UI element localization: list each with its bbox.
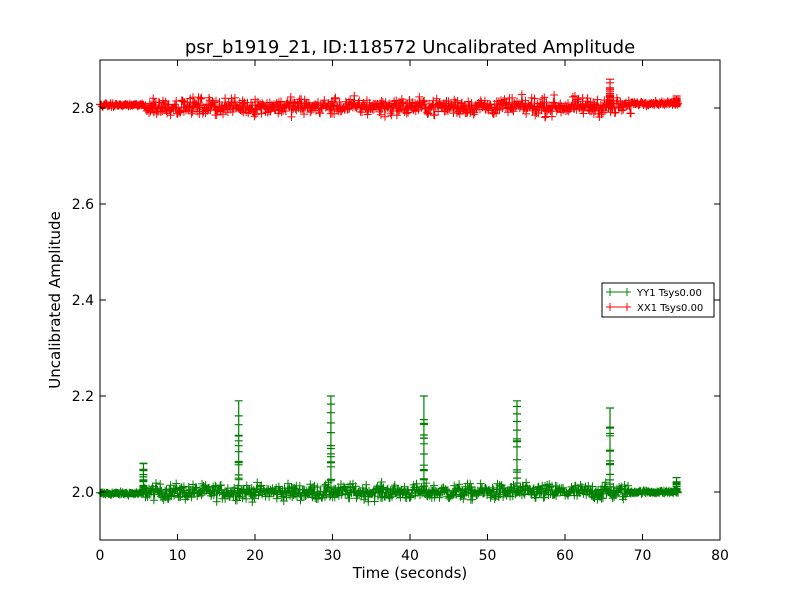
plot-frame <box>99 59 721 541</box>
x-tick-label: 20 <box>246 548 264 564</box>
data-layer <box>96 78 683 507</box>
spike-mark <box>672 477 681 493</box>
y-axis-label: Uncalibrated Amplitude <box>46 211 64 388</box>
legend-marker <box>606 288 631 296</box>
spike-mark <box>606 78 614 108</box>
tick-layer: 0 10 20 30 40 50 60 70 80 2.0 2.2 2.4 2.6 2.8 <box>72 60 729 564</box>
y-tick-label: 2.6 <box>72 197 94 213</box>
legend-label: YY1 Tsys0.00 <box>636 288 702 299</box>
series-xx1 <box>96 78 683 122</box>
spike-mark <box>513 400 521 493</box>
y-tick-label: 2.4 <box>72 293 94 309</box>
x-tick-label: 10 <box>169 548 187 564</box>
legend-entry: YY1 Tsys0.00 <box>606 288 702 299</box>
spike-mark <box>326 395 335 493</box>
chart-title: psr_b1919_21, ID:118572 Uncalibrated Amp… <box>185 37 635 58</box>
spike-mark <box>672 95 681 108</box>
y-tick-label: 2.0 <box>72 485 94 501</box>
x-tick-label: 40 <box>401 548 419 564</box>
legend: YY1 Tsys0.00 XX1 Tsys0.00 <box>601 282 715 318</box>
x-tick-label: 80 <box>711 548 729 564</box>
y-tick-label: 2.2 <box>72 389 94 405</box>
legend-label: XX1 Tsys0.00 <box>637 303 703 314</box>
x-tick-label: 30 <box>324 548 342 564</box>
x-tick-label: 70 <box>634 548 652 564</box>
legend-marker <box>606 303 631 311</box>
spike-mark <box>606 407 614 493</box>
x-axis-label: Time (seconds) <box>352 564 468 582</box>
x-tick-label: 50 <box>479 548 497 564</box>
legend-box <box>601 282 715 318</box>
x-tick-label: 60 <box>556 548 574 564</box>
x-tick-label: 0 <box>96 548 105 564</box>
y-tick-label: 2.8 <box>72 101 94 117</box>
legend-entry: XX1 Tsys0.00 <box>606 303 703 314</box>
spike-mark <box>139 462 148 493</box>
series-yy1 <box>96 395 683 507</box>
spike-mark <box>419 395 428 493</box>
spike-mark <box>234 400 243 493</box>
